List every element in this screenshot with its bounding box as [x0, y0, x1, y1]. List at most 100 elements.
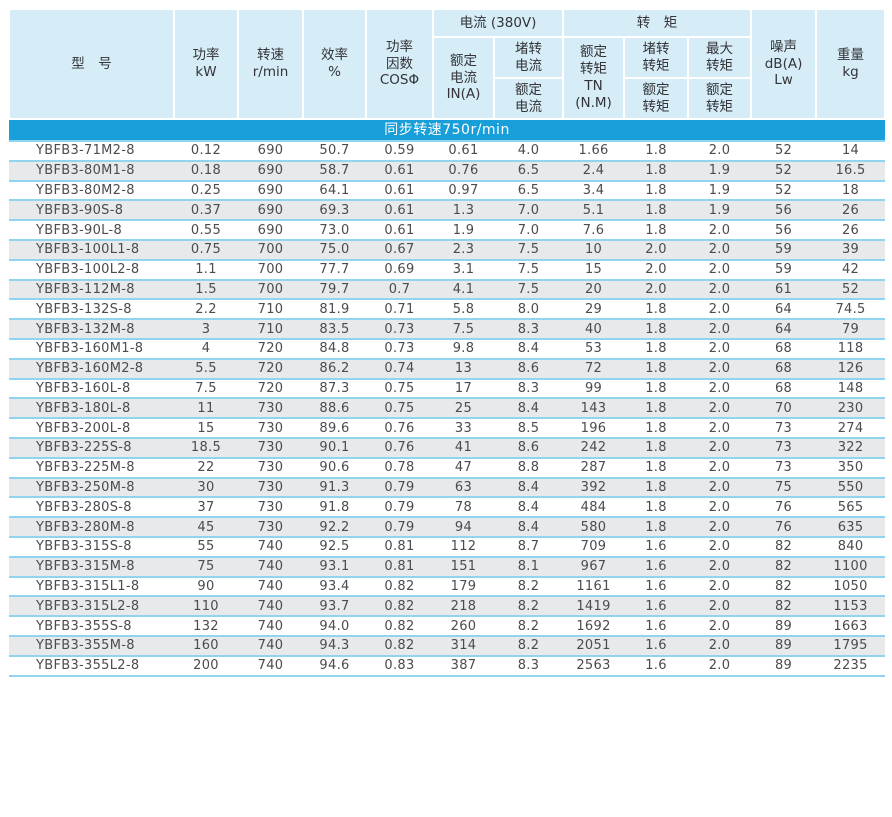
cell-power-kw: 15	[174, 418, 238, 439]
cell-noise: 89	[751, 635, 817, 657]
col-header-weight: 重量 kg	[815, 8, 887, 120]
cell-rated-current: 179	[433, 576, 494, 598]
cell-weight: 126	[816, 358, 886, 380]
col-header-power: 功率 kW	[173, 8, 239, 120]
cell-speed: 730	[238, 477, 303, 499]
cell-locked-current-ratio: 7.5	[494, 279, 564, 301]
cell-max-torque-ratio: 2.0	[688, 358, 752, 380]
cell-locked-current-ratio: 8.1	[494, 556, 564, 578]
cell-rated-torque: 1692	[563, 616, 625, 637]
cell-rated-current: 1.9	[433, 220, 494, 241]
cell-rated-current: 112	[433, 536, 494, 558]
cell-rated-torque: 2051	[563, 635, 625, 657]
cell-max-torque-ratio: 2.0	[688, 398, 752, 420]
cell-model: YBFB3-90S-8	[9, 200, 174, 222]
cell-locked-current-ratio: 7.5	[494, 239, 564, 261]
cell-rated-current: 3.1	[433, 259, 494, 281]
cell-weight: 274	[816, 418, 886, 439]
cell-locked-current-ratio: 8.2	[494, 596, 564, 618]
cell-rated-torque: 72	[563, 358, 625, 380]
cell-locked-torque-ratio: 1.6	[624, 616, 689, 637]
cell-rated-torque: 242	[563, 437, 625, 459]
cell-weight: 1050	[816, 576, 886, 598]
cell-noise: 73	[751, 457, 817, 479]
cell-power-factor: 0.78	[366, 457, 433, 479]
cell-model: YBFB3-100L2-8	[9, 259, 174, 281]
cell-model: YBFB3-80M1-8	[9, 160, 174, 182]
cell-locked-torque-ratio: 1.8	[624, 200, 689, 222]
cell-power-kw: 5.5	[174, 358, 238, 380]
cell-max-torque-ratio: 2.0	[688, 616, 752, 637]
cell-power-factor: 0.75	[366, 398, 433, 420]
cell-locked-current-ratio: 8.4	[494, 477, 564, 499]
cell-locked-torque-ratio: 1.8	[624, 437, 689, 459]
cell-rated-torque: 10	[563, 239, 625, 261]
cell-max-torque-ratio: 2.0	[688, 259, 752, 281]
cell-power-kw: 75	[174, 556, 238, 578]
cell-locked-current-ratio: 6.5	[494, 160, 564, 182]
cell-noise: 52	[751, 180, 817, 202]
cell-model: YBFB3-225M-8	[9, 457, 174, 479]
cell-power-kw: 160	[174, 635, 238, 657]
cell-rated-torque: 196	[563, 418, 625, 439]
table-row: YBFB3-315M-8 75 740 93.1 0.81 151 8.1 96…	[9, 556, 886, 578]
cell-rated-current: 13	[433, 358, 494, 380]
cell-max-torque-ratio: 1.9	[688, 200, 752, 222]
cell-power-factor: 0.59	[366, 141, 433, 162]
cell-power-kw: 0.25	[174, 180, 238, 202]
cell-locked-torque-ratio: 1.8	[624, 338, 689, 360]
col-header-power-factor: 功率 因数 COSΦ	[365, 8, 434, 120]
cell-power-kw: 0.55	[174, 220, 238, 241]
cell-noise: 89	[751, 616, 817, 637]
cell-power-kw: 37	[174, 497, 238, 519]
cell-noise: 76	[751, 517, 817, 538]
cell-rated-current: 47	[433, 457, 494, 479]
table-row: YBFB3-80M2-8 0.25 690 64.1 0.61 0.97 6.5…	[9, 180, 886, 202]
cell-locked-torque-ratio: 1.6	[624, 556, 689, 578]
cell-locked-current-ratio: 8.6	[494, 437, 564, 459]
cell-speed: 740	[238, 635, 303, 657]
cell-rated-current: 0.97	[433, 180, 494, 202]
cell-power-kw: 0.18	[174, 160, 238, 182]
cell-power-kw: 45	[174, 517, 238, 538]
cell-max-torque-ratio: 2.0	[688, 497, 752, 519]
cell-rated-current: 0.61	[433, 141, 494, 162]
cell-model: YBFB3-355L2-8	[9, 655, 174, 677]
cell-weight: 350	[816, 457, 886, 479]
cell-locked-torque-ratio: 2.0	[624, 239, 689, 261]
cell-speed: 720	[238, 358, 303, 380]
table-header: 型 号 功率 kW 转速 r/min 效率 % 功率 因数 COSΦ 电流 (3…	[8, 8, 887, 120]
cell-speed: 740	[238, 655, 303, 677]
group-header-current: 电流 (380V)	[431, 8, 565, 38]
cell-efficiency: 81.9	[303, 299, 366, 321]
table-row: YBFB3-90S-8 0.37 690 69.3 0.61 1.3 7.0 5…	[9, 200, 886, 222]
cell-efficiency: 87.3	[303, 378, 366, 400]
cell-weight: 26	[816, 220, 886, 241]
cell-power-factor: 0.61	[366, 200, 433, 222]
cell-speed: 730	[238, 398, 303, 420]
sync-speed-banner: 同步转速750r/min	[9, 119, 886, 142]
cell-power-kw: 3	[174, 319, 238, 340]
cell-locked-torque-ratio: 2.0	[624, 279, 689, 301]
cell-max-torque-ratio: 2.0	[688, 239, 752, 261]
cell-noise: 73	[751, 437, 817, 459]
cell-power-factor: 0.81	[366, 556, 433, 578]
cell-locked-current-ratio: 8.2	[494, 616, 564, 637]
cell-model: YBFB3-160M1-8	[9, 338, 174, 360]
col-header-efficiency: 效率 %	[302, 8, 367, 120]
cell-model: YBFB3-315L1-8	[9, 576, 174, 598]
cell-rated-torque: 580	[563, 517, 625, 538]
cell-model: YBFB3-90L-8	[9, 220, 174, 241]
cell-locked-torque-ratio: 1.6	[624, 596, 689, 618]
cell-noise: 89	[751, 655, 817, 677]
cell-noise: 82	[751, 596, 817, 618]
table-row: YBFB3-315L2-8 110 740 93.7 0.82 218 8.2 …	[9, 596, 886, 618]
cell-locked-current-ratio: 8.2	[494, 635, 564, 657]
cell-locked-current-ratio: 8.4	[494, 517, 564, 538]
cell-model: YBFB3-100L1-8	[9, 239, 174, 261]
cell-locked-torque-ratio: 1.8	[624, 299, 689, 321]
table-row: YBFB3-280M-8 45 730 92.2 0.79 94 8.4 580…	[9, 517, 886, 538]
cell-noise: 70	[751, 398, 817, 420]
col-header-noise: 噪声 dB(A) Lw	[750, 8, 818, 120]
cell-rated-current: 314	[433, 635, 494, 657]
